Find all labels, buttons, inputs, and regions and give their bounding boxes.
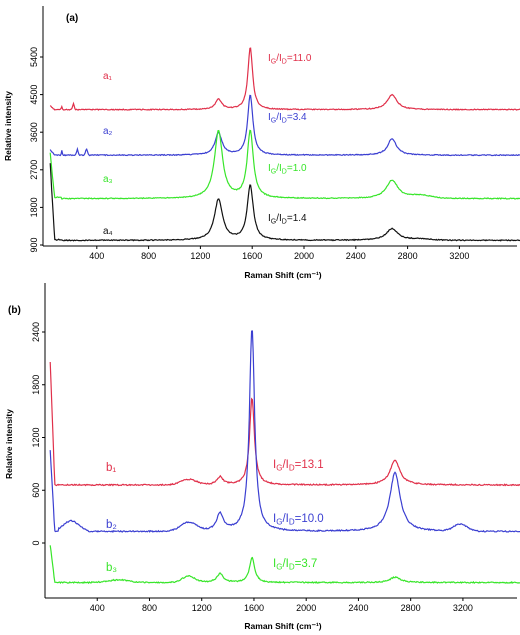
ig-id-ratio-label: IG/ID=3.7 — [273, 558, 317, 572]
x-tick-label: 800 — [141, 251, 156, 261]
x-tick-label: 400 — [90, 603, 105, 613]
x-tick-label: 1600 — [244, 603, 264, 613]
y-tick-label: 4500 — [29, 85, 39, 105]
panel-b-x-ticks: 400 800 1200 1600 2000 2400 2800 3200 — [90, 598, 473, 613]
series-name-label: b₁ — [106, 462, 116, 474]
panel-a-y-axis-label: Relative intensity — [3, 91, 13, 161]
series-line-2 — [49, 94, 520, 157]
y-tick-label: 5400 — [29, 47, 39, 67]
panel-a: (a) Relative intensity Raman Shift (cm⁻¹… — [3, 6, 520, 280]
series-name-label: a₄ — [103, 226, 113, 237]
series-line-1 — [49, 47, 520, 111]
x-tick-label: 1600 — [242, 251, 262, 261]
series-line-1 — [49, 361, 520, 487]
x-tick-label: 1200 — [190, 251, 210, 261]
x-tick-label: 2400 — [348, 603, 368, 613]
panel-a-x-ticks: 400 800 1200 1600 2000 2400 2800 3200 — [89, 246, 469, 261]
ig-id-ratio-label: IG/ID=11.0 — [268, 53, 312, 66]
ig-id-ratio-label: IG/ID=1.4 — [268, 213, 307, 226]
x-tick-label: 1200 — [192, 603, 212, 613]
panel-b-label: (b) — [8, 305, 21, 316]
series-name-label: b₂ — [106, 519, 117, 531]
series-line-2 — [49, 330, 520, 534]
x-tick-label: 2000 — [296, 603, 316, 613]
x-tick-label: 2400 — [346, 251, 366, 261]
panel-a-labels: a₁ IG/ID=11.0 a₂ IG/ID=3.4 a₃ IG/ID=1.0 a₄ IG/I… — [103, 53, 312, 237]
series-line-3 — [49, 545, 520, 585]
series-line-3 — [49, 129, 520, 200]
series-name-label: a₃ — [103, 174, 113, 185]
series-name-label: a₁ — [103, 71, 113, 82]
ig-id-ratio-label: IG/ID=10.0 — [273, 513, 324, 527]
panel-b-series — [49, 330, 520, 585]
x-tick-label: 800 — [142, 603, 157, 613]
y-tick-label: 2400 — [31, 322, 41, 342]
y-tick-label: 1800 — [31, 375, 41, 395]
y-tick-label: 600 — [31, 483, 41, 498]
ig-id-ratio-label: IG/ID=3.4 — [268, 112, 307, 125]
panel-a-x-axis-label: Raman Shift (cm⁻¹) — [244, 270, 321, 280]
y-tick-label: 3600 — [29, 122, 39, 142]
ig-id-ratio-label: IG/ID=13.1 — [273, 459, 324, 473]
panel-b-labels: b₁ IG/ID=13.1 b₂ IG/ID=10.0 b₃ IG/ID=3.7 — [106, 459, 324, 574]
panel-a-series — [49, 47, 520, 242]
series-name-label: b₃ — [106, 562, 117, 574]
x-tick-label: 2000 — [294, 251, 314, 261]
series-name-label: a₂ — [103, 126, 113, 137]
y-tick-label: 0 — [31, 540, 41, 545]
x-tick-label: 2800 — [398, 251, 418, 261]
ig-id-ratio-label: IG/ID=1.0 — [268, 163, 307, 176]
panel-b-x-axis-label: Raman Shift (cm⁻¹) — [244, 621, 321, 631]
x-tick-label: 2800 — [401, 603, 421, 613]
x-tick-label: 3200 — [453, 603, 473, 613]
y-tick-label: 1800 — [29, 197, 39, 217]
y-tick-label: 900 — [29, 237, 39, 252]
y-tick-label: 1200 — [31, 427, 41, 447]
panel-a-y-ticks: 900 1800 2700 3600 4500 5400 — [29, 47, 43, 253]
panel-b: (b) Relative intensity Raman Shift (cm⁻¹… — [4, 283, 520, 631]
panel-b-y-axis-label: Relative intensity — [4, 409, 14, 479]
x-tick-label: 400 — [89, 251, 104, 261]
y-tick-label: 2700 — [29, 160, 39, 180]
series-line-4 — [49, 163, 520, 242]
x-tick-label: 3200 — [449, 251, 469, 261]
panel-a-label: (a) — [66, 13, 78, 24]
panel-b-y-ticks: 0 600 1200 1800 2400 — [31, 322, 45, 546]
